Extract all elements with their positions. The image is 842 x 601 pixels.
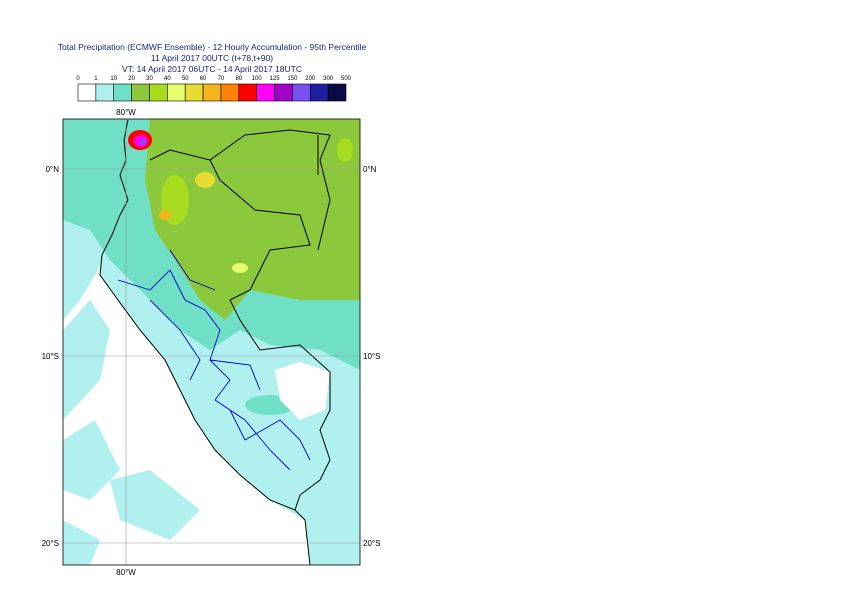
title-line: VT: 14 April 2017 06UTC - 14 April 2017 …	[122, 64, 302, 74]
legend-swatch	[202, 83, 222, 102]
lat-label: 20°S	[363, 539, 380, 548]
legend-label: 1	[94, 76, 98, 82]
legend-label: 200	[305, 76, 316, 82]
lat-label: 0°N	[46, 165, 60, 174]
no-precip	[275, 362, 330, 420]
legend-swatch	[274, 83, 293, 102]
legend-label: 150	[287, 76, 298, 82]
precip-60	[159, 210, 171, 220]
legend-swatch	[77, 83, 97, 102]
legend-swatch	[220, 83, 240, 102]
lat-label: 20°S	[42, 539, 59, 548]
offshore	[63, 300, 200, 565]
legend-swatch	[327, 83, 347, 102]
lat-label: 10°S	[363, 352, 380, 361]
legend-label: 70	[218, 76, 225, 82]
title-line: Total Precipitation (ECMWF Ensemble) - 1…	[58, 42, 367, 52]
precip-30	[337, 138, 353, 162]
legend-swatch	[95, 83, 115, 102]
legend-swatch	[238, 83, 257, 102]
lat-label: 0°N	[363, 165, 377, 174]
legend-label: 500	[341, 76, 352, 82]
title-line: 11 April 2017 00UTC (t+78,t+90)	[151, 53, 273, 63]
legend-label: 0	[76, 76, 80, 82]
coastline	[99, 119, 311, 565]
map	[63, 119, 360, 565]
legend-label: 10	[110, 76, 117, 82]
legend-swatch	[113, 83, 132, 102]
legend-label: 30	[146, 76, 153, 82]
legend-label: 80	[235, 76, 242, 82]
lon-label: 80°W	[116, 568, 136, 577]
legend-label: 60	[200, 76, 207, 82]
map-frame	[62, 118, 361, 566]
lat-label: 10°S	[42, 352, 59, 361]
precip-50	[195, 172, 215, 188]
legend-swatch	[149, 83, 168, 102]
precip-40	[232, 263, 248, 273]
legend-label: 50	[182, 76, 189, 82]
admin-border	[117, 249, 311, 471]
legend-label: 100	[252, 76, 263, 82]
legend-label: 300	[323, 76, 334, 82]
lon-label: 80°W	[116, 108, 136, 117]
legend-label: 40	[164, 76, 171, 82]
legend-label: 125	[270, 76, 281, 82]
precip-150	[140, 139, 146, 145]
border	[149, 129, 331, 511]
legend-swatch	[256, 83, 275, 102]
legend-label: 20	[128, 76, 135, 82]
legend-swatch	[167, 83, 186, 102]
header: Total Precipitation (ECMWF Ensemble) - 1…	[58, 42, 367, 74]
legend-swatch	[131, 83, 150, 102]
legend-swatch	[292, 83, 311, 102]
legend: 0 1 10 20 30 40 50 60 70 80 100 125 150 200 300 500	[76, 76, 352, 102]
legend-swatch	[309, 83, 329, 102]
legend-swatch	[184, 83, 204, 102]
